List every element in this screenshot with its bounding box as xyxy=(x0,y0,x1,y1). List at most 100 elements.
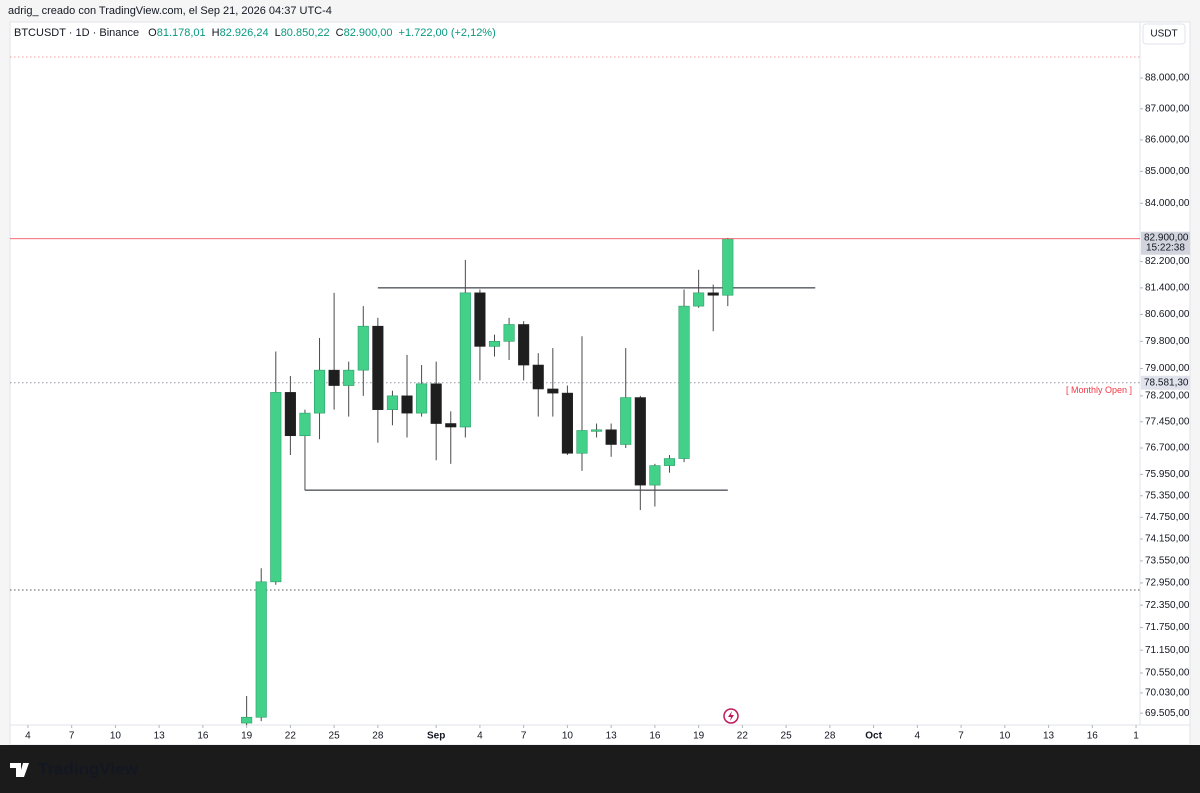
candle-body xyxy=(488,341,501,347)
y-tick-label: 80.600,00 xyxy=(1145,309,1190,320)
candle-body xyxy=(561,392,573,454)
legend-value: 80.850,22 xyxy=(281,27,330,39)
candle-body xyxy=(503,324,515,342)
candle-body xyxy=(518,324,530,366)
x-tick-label: 13 xyxy=(606,731,618,742)
y-tick-label: 72.950,00 xyxy=(1145,578,1190,589)
candle-body xyxy=(532,364,544,390)
candle-body xyxy=(576,430,588,454)
legend-key: H xyxy=(212,27,220,39)
legend-value: 81.178,01 xyxy=(157,27,206,39)
legend-value: 82.900,00 xyxy=(344,27,393,39)
candle-body xyxy=(386,395,398,410)
x-tick-label: 16 xyxy=(1087,731,1099,742)
y-tick-label: 87.000,00 xyxy=(1145,103,1190,114)
x-tick-label: 16 xyxy=(197,731,209,742)
y-tick-label: 71.750,00 xyxy=(1145,622,1190,633)
y-tick-label: 76.700,00 xyxy=(1145,443,1190,454)
candle-body xyxy=(328,369,340,386)
y-tick-label: 78.200,00 xyxy=(1145,390,1190,401)
candle-body xyxy=(416,383,428,414)
currency-button[interactable] xyxy=(1142,23,1186,45)
monthly-open-name: [ Monthly Open ] xyxy=(1066,385,1132,395)
candle-body xyxy=(707,292,719,296)
brand-name: TradingView xyxy=(38,759,139,778)
x-tick-label: 1 xyxy=(1133,731,1139,742)
x-tick-label: 10 xyxy=(999,731,1011,742)
last-price-tag xyxy=(1141,231,1190,255)
monthly-open-tag xyxy=(1141,375,1190,390)
candle-body xyxy=(299,412,311,437)
x-tick-label: 19 xyxy=(241,731,253,742)
y-tick-label: 75.350,00 xyxy=(1145,490,1190,501)
candle-body xyxy=(634,397,646,486)
ohlc-legend: BTCUSDT · 1D · Binance O81.178,01 H82.926… xyxy=(14,27,496,39)
legend-key: C xyxy=(336,27,344,39)
x-tick-label: Oct xyxy=(865,731,882,742)
candle-body xyxy=(343,369,355,386)
footer xyxy=(0,745,1200,793)
legend-key: L xyxy=(275,27,281,39)
y-tick-label: 74.150,00 xyxy=(1145,534,1190,545)
candle-body xyxy=(372,325,384,410)
candle-body xyxy=(241,716,253,724)
x-tick-label: 4 xyxy=(915,731,921,742)
x-tick-label: 13 xyxy=(1043,731,1055,742)
x-tick-label: 10 xyxy=(110,731,122,742)
y-tick-label: 79.800,00 xyxy=(1145,336,1190,347)
y-tick-label: 71.150,00 xyxy=(1145,645,1190,656)
symbol: BTCUSDT · 1D · Binance xyxy=(14,27,139,39)
candle-body xyxy=(255,581,267,718)
candle-body xyxy=(284,392,296,437)
y-tick-label: 69.505,00 xyxy=(1145,708,1190,719)
candle-body xyxy=(474,292,486,347)
x-tick-label: 25 xyxy=(781,731,793,742)
legend-value: 82.926,24 xyxy=(220,27,269,39)
y-tick-label: 84.000,00 xyxy=(1145,198,1190,209)
candle-body xyxy=(547,388,559,394)
y-tick-label: 73.550,00 xyxy=(1145,556,1190,567)
x-tick-label: 22 xyxy=(285,731,297,742)
candle-body xyxy=(591,429,603,432)
event-icon[interactable] xyxy=(723,708,739,724)
candle-body xyxy=(459,292,471,428)
x-tick-label: 4 xyxy=(25,731,31,742)
candle-body xyxy=(313,369,326,414)
monthly-open-label: 78.581,30 xyxy=(1144,377,1189,388)
y-tick-label: 86.000,00 xyxy=(1145,135,1190,146)
candle-body xyxy=(270,392,282,583)
y-tick-label: 85.000,00 xyxy=(1145,166,1190,177)
y-tick-label: 82.200,00 xyxy=(1145,256,1190,267)
candle-body xyxy=(649,465,661,486)
candle-body xyxy=(678,305,690,459)
countdown: 15:22:38 xyxy=(1146,242,1185,253)
legend-key: O xyxy=(148,27,157,39)
y-tick-label: 88.000,00 xyxy=(1145,73,1190,84)
y-tick-label: 81.400,00 xyxy=(1145,283,1190,294)
last-price-label: 82.900,00 xyxy=(1144,232,1189,243)
x-tick-label: 22 xyxy=(737,731,749,742)
brand-logo xyxy=(10,763,29,777)
y-tick-label: 79.000,00 xyxy=(1145,363,1190,374)
y-tick-label: 70.030,00 xyxy=(1145,688,1190,699)
x-tick-label: 4 xyxy=(477,731,483,742)
legend-change: +1.722,00 (+2,12%) xyxy=(399,27,496,39)
x-tick-label: 28 xyxy=(824,731,836,742)
candle-body xyxy=(693,292,705,307)
x-tick-label: 28 xyxy=(372,731,384,742)
currency[interactable]: USDT xyxy=(1150,29,1177,40)
candle-body xyxy=(357,325,369,371)
x-tick-label: Sep xyxy=(427,731,445,742)
header-text: adrig_ creado con TradingView.com, el Se… xyxy=(8,5,332,17)
x-tick-label: 16 xyxy=(649,731,661,742)
candle-body xyxy=(605,429,617,445)
y-tick-label: 75.950,00 xyxy=(1145,469,1190,480)
x-tick-label: 25 xyxy=(329,731,341,742)
y-tick-label: 77.450,00 xyxy=(1145,416,1190,427)
candle-body xyxy=(722,238,734,296)
y-tick-label: 72.350,00 xyxy=(1145,600,1190,611)
candle-body xyxy=(401,395,413,414)
x-tick-label: 7 xyxy=(958,731,964,742)
